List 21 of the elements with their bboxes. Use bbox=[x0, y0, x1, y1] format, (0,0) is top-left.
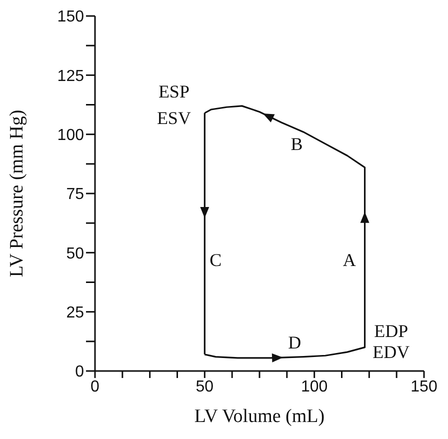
annotation: A bbox=[342, 250, 356, 270]
y-axis-title: LV Pressure (mm Hg) bbox=[6, 110, 28, 278]
y-tick-label: 0 bbox=[75, 364, 84, 381]
annotation: EDV bbox=[372, 342, 410, 362]
x-tick-label: 50 bbox=[196, 378, 214, 396]
annotation: EDP bbox=[374, 320, 408, 341]
annotation: B bbox=[290, 134, 303, 154]
annotation: D bbox=[288, 332, 302, 353]
y-tick-label: 150 bbox=[57, 8, 84, 26]
y-tick-label: 125 bbox=[57, 68, 84, 85]
x-tick-label: 150 bbox=[410, 378, 438, 396]
annotation: ESP bbox=[158, 82, 190, 102]
annotation: C bbox=[210, 250, 222, 270]
annotation: ESV bbox=[156, 108, 191, 128]
x-tick-label: 0 bbox=[90, 378, 100, 396]
y-tick-label: 25 bbox=[66, 304, 84, 322]
y-tick-label: 75 bbox=[66, 186, 84, 204]
y-tick-label: 50 bbox=[66, 245, 84, 262]
y-tick-label: 100 bbox=[57, 127, 84, 144]
x-tick-label: 100 bbox=[300, 378, 328, 396]
x-axis-title: LV Volume (mL) bbox=[194, 406, 325, 427]
